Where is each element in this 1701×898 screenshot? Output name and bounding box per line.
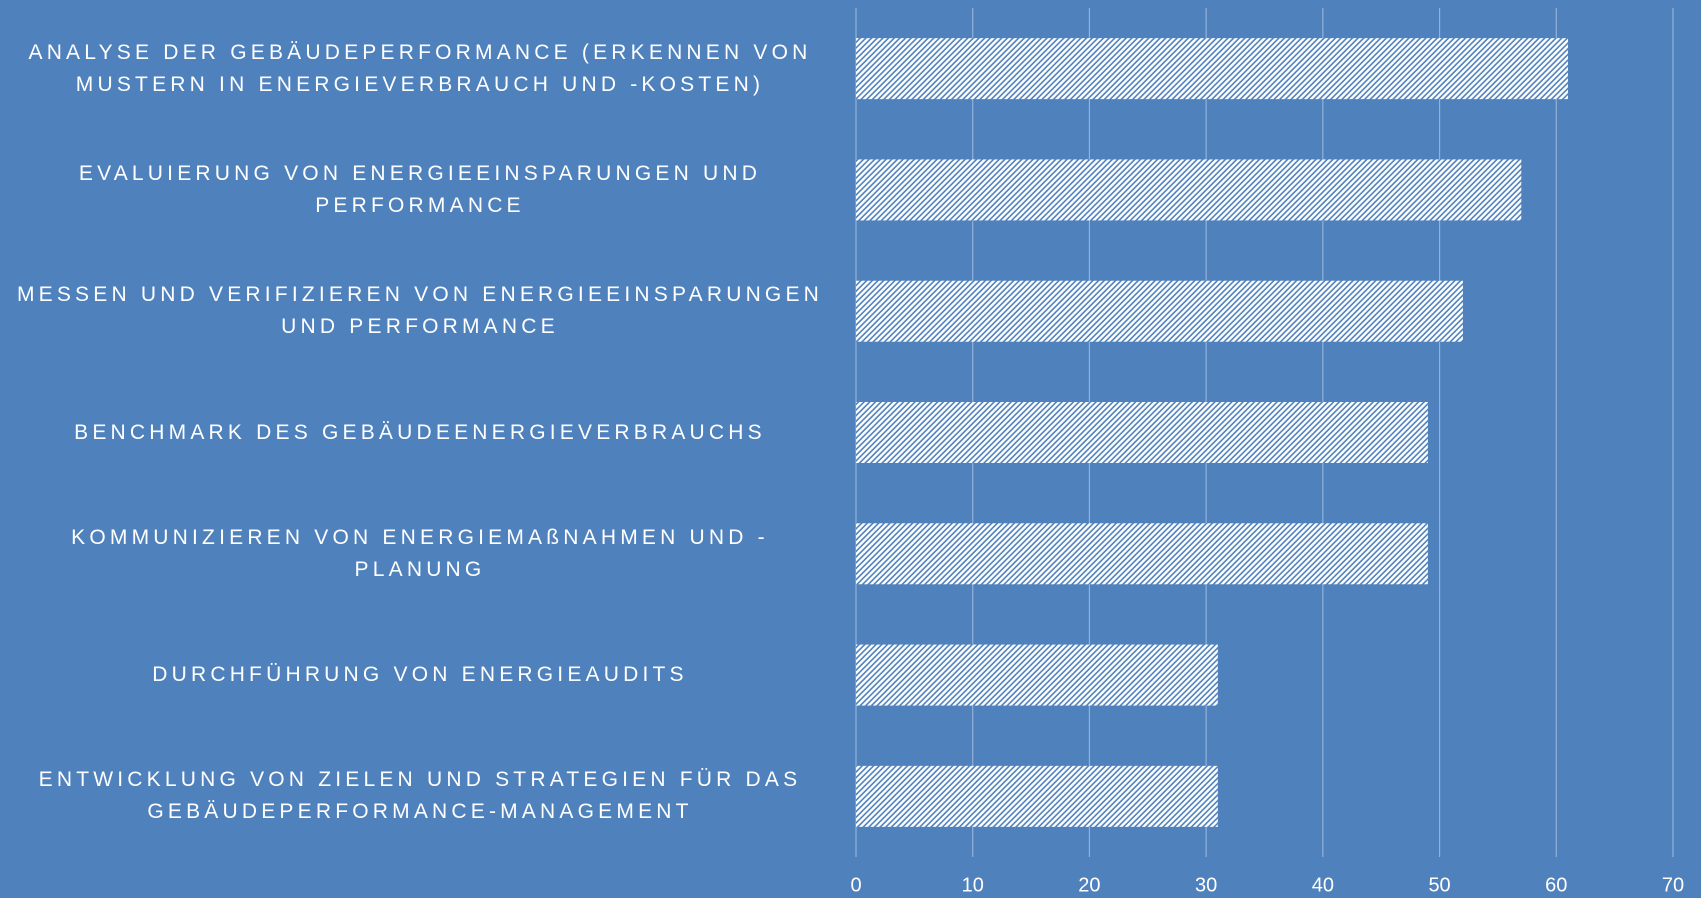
bar	[856, 402, 1428, 463]
x-tick-label: 70	[1662, 874, 1684, 896]
x-tick-label: 0	[850, 874, 861, 896]
x-tick-label: 10	[962, 874, 984, 896]
bar	[856, 765, 1218, 827]
x-tick-label: 50	[1428, 874, 1450, 896]
y-tick-label: DURCHFÜHRUNG VON ENERGIEAUDITS	[152, 663, 688, 687]
y-tick-label: EVALUIERUNG VON ENERGIEEINSPARUNGEN UND …	[78, 161, 762, 217]
y-tick-label: ENTWICKLUNG VON ZIELEN UND STRATEGIEN FÜ…	[38, 768, 802, 824]
bar	[856, 38, 1568, 100]
x-tick-label: 20	[1078, 874, 1100, 896]
x-tick-label: 30	[1195, 874, 1217, 896]
bar	[856, 280, 1463, 342]
y-tick-label: KOMMUNIZIEREN VON ENERGIEMAßNAHMEN UND -…	[71, 525, 769, 581]
x-tick-label: 40	[1312, 874, 1334, 896]
bar	[856, 523, 1428, 585]
y-tick-label: MESSEN UND VERIFIZIEREN VON ENERGIEEINSP…	[16, 283, 824, 339]
bar	[856, 644, 1218, 706]
x-tick-label: 60	[1545, 874, 1567, 896]
bar	[856, 159, 1522, 221]
y-tick-label: BENCHMARK DES GEBÄUDEENERGIEVERBRAUCHS	[74, 420, 766, 444]
y-tick-label: ANALYSE DER GEBÄUDEPERFORMANCE (ERKENNEN…	[28, 40, 812, 96]
